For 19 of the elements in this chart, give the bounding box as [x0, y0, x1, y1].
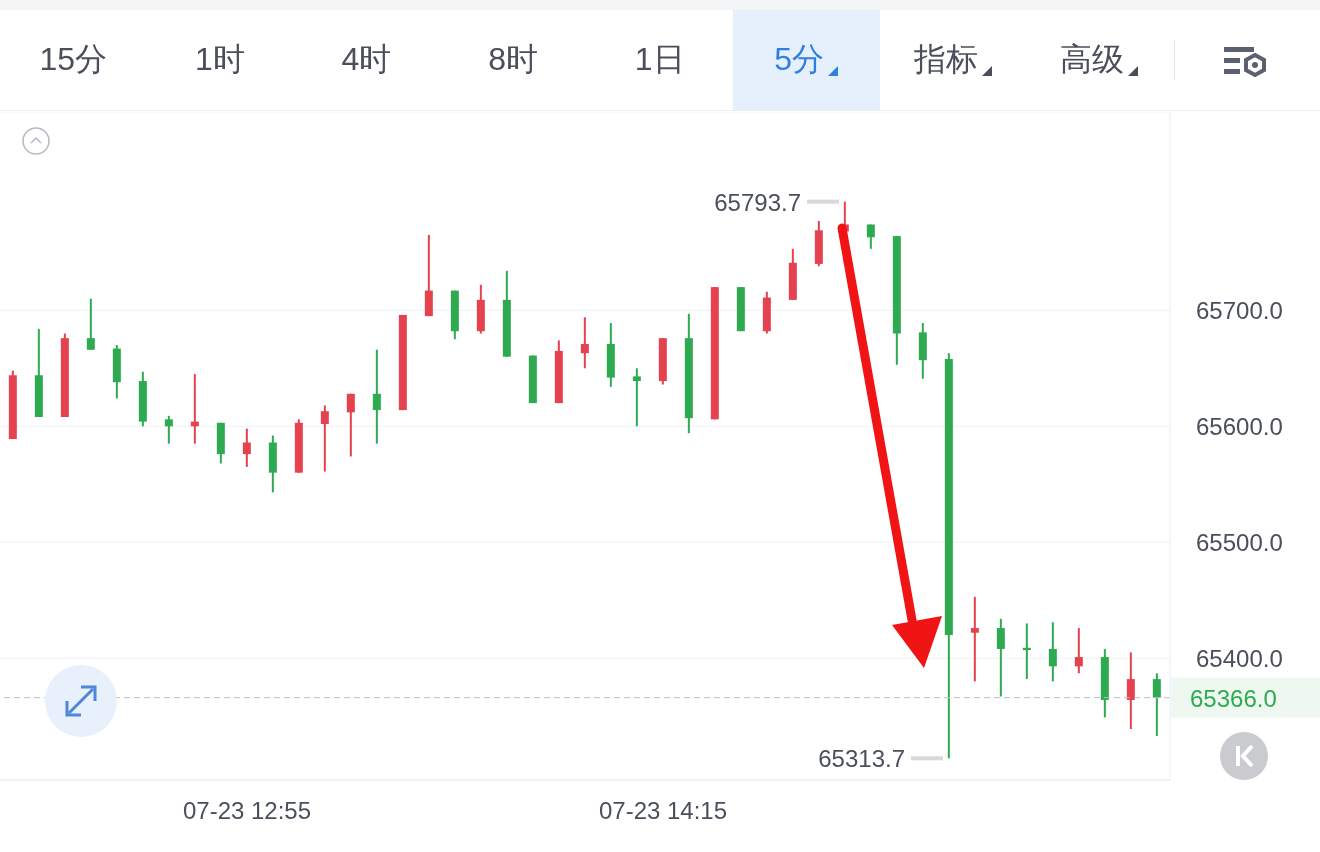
text: 4时	[341, 40, 392, 79]
text: 15分	[39, 40, 108, 79]
candlestick	[632, 368, 641, 427]
text: 8时	[488, 40, 538, 79]
text: 高级	[1060, 40, 1125, 79]
x-tick-label: 07-23 12:55	[182, 797, 312, 825]
y-tick-label: 65400.0	[1196, 644, 1283, 672]
ref-line-label: 65366.0	[1190, 684, 1277, 712]
text: 指标	[913, 40, 978, 79]
annotation: 65793.7	[714, 188, 801, 216]
y-tick-label: 65500.0	[1196, 528, 1283, 556]
text: 1时	[194, 40, 245, 79]
x-tick-label: 07-23 14:15	[598, 797, 728, 825]
text: 5分	[774, 40, 825, 79]
candlestick	[970, 596, 979, 682]
text: 1日	[634, 40, 685, 79]
y-tick-label: 65600.0	[1196, 412, 1283, 440]
y-tick-label: 65700.0	[1196, 296, 1283, 324]
annotation: 65313.7	[818, 745, 905, 773]
